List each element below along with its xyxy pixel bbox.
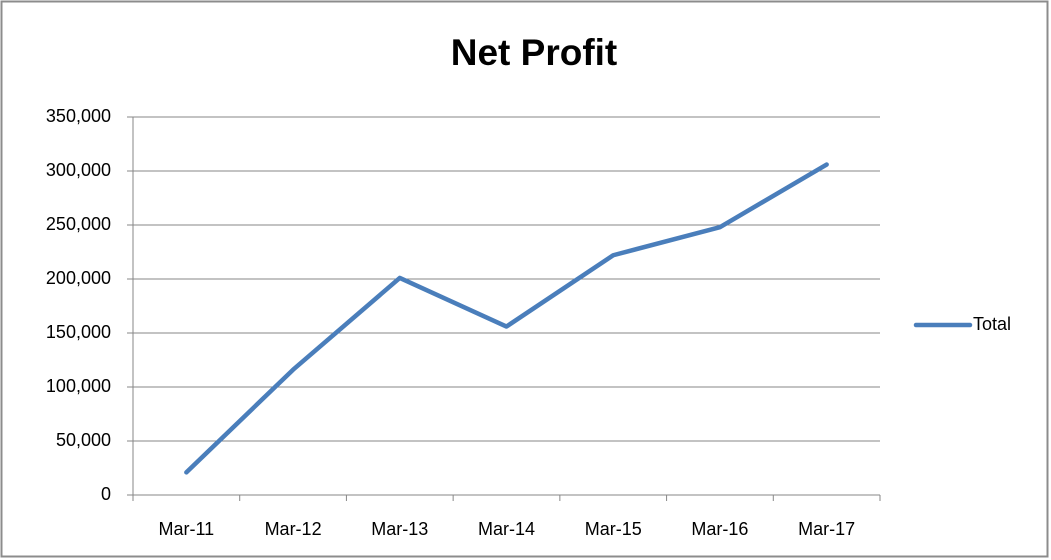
y-tick-label: 200,000: [46, 268, 111, 288]
y-tick-label: 350,000: [46, 106, 111, 126]
data-line: [184, 162, 829, 475]
x-tick-label: Mar-15: [585, 519, 642, 539]
y-tick-label: 0: [101, 484, 111, 504]
y-tick-label: 100,000: [46, 376, 111, 396]
x-tick-label: Mar-11: [159, 519, 215, 539]
x-tick-label: Mar-13: [371, 519, 428, 539]
x-tick-label: Mar-12: [265, 519, 322, 539]
x-tick-label: Mar-17: [798, 519, 855, 539]
x-tick-label: Mar-14: [478, 519, 535, 539]
legend-label: Total: [973, 314, 1011, 334]
chart-title: Net Profit: [451, 32, 618, 73]
y-tick-label: 150,000: [46, 322, 111, 342]
y-tick-label: 50,000: [56, 430, 111, 450]
y-tick-label: 250,000: [46, 214, 111, 234]
y-tick-label: 300,000: [46, 160, 111, 180]
x-tick-label: Mar-16: [691, 519, 748, 539]
